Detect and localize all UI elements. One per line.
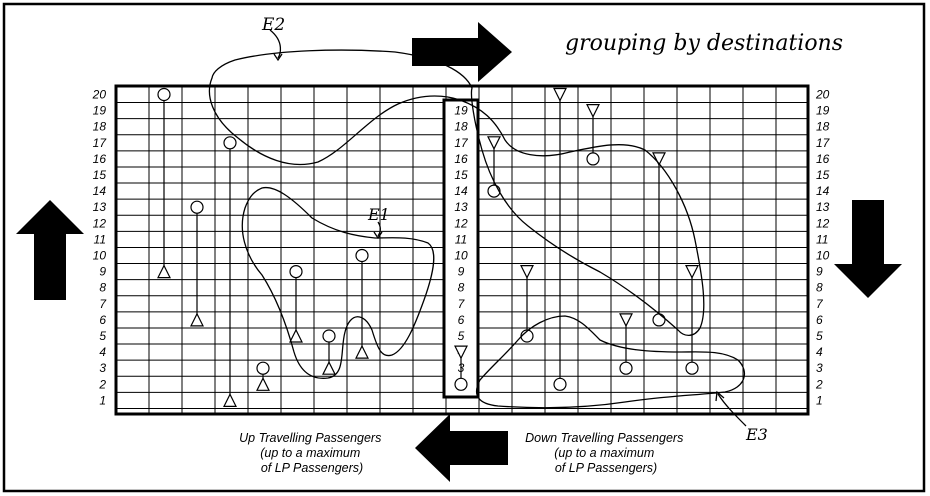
floor-label: 19 — [93, 104, 107, 118]
up-caption-line-1: Up Travelling Passengers — [239, 431, 381, 445]
floor-label: 15 — [816, 168, 830, 182]
floor-label: 11 — [816, 232, 828, 246]
floor-label: 9 — [458, 265, 465, 279]
origin-marker — [488, 185, 500, 197]
floor-label: 9 — [816, 265, 823, 279]
floor-label: 1 — [816, 393, 823, 407]
origin-marker — [158, 89, 170, 101]
floor-label: 12 — [93, 216, 107, 230]
floor-label: 5 — [816, 329, 823, 343]
floor-label: 17 — [454, 136, 469, 150]
floor-label: 11 — [94, 232, 106, 246]
floor-label: 10 — [816, 249, 830, 263]
floor-label: 11 — [455, 232, 467, 246]
up-passengers-caption: Up Travelling Passengers (up to a maximu… — [239, 431, 385, 475]
origin-marker — [653, 314, 665, 326]
floor-label: 4 — [816, 345, 823, 359]
floor-label: 6 — [99, 313, 106, 327]
floor-label: 15 — [454, 168, 468, 182]
floor-label: 8 — [458, 281, 465, 295]
floor-label: 10 — [93, 249, 107, 263]
floor-label: 19 — [454, 104, 468, 118]
origin-marker — [191, 201, 203, 213]
grouping-title: grouping by destinations — [565, 31, 843, 56]
floor-label: 14 — [816, 184, 830, 198]
floor-label: 6 — [458, 313, 465, 327]
floor-label: 15 — [93, 168, 107, 182]
floor-label: 20 — [815, 88, 830, 102]
floor-label: 16 — [816, 152, 830, 166]
floor-label: 12 — [816, 216, 830, 230]
group-e2-label: E2 — [261, 15, 285, 35]
floor-label: 13 — [454, 200, 468, 214]
origin-marker — [257, 362, 269, 374]
floor-label: 5 — [99, 329, 106, 343]
floor-label: 13 — [93, 200, 107, 214]
floor-label: 14 — [454, 184, 468, 198]
floor-label: 19 — [816, 104, 830, 118]
origin-marker — [356, 250, 368, 262]
floor-label: 2 — [98, 377, 106, 391]
floor-label: 9 — [99, 265, 106, 279]
floor-label: 2 — [815, 377, 823, 391]
group-e1-label: E1 — [367, 205, 390, 224]
floor-label: 16 — [454, 152, 468, 166]
floor-label: 16 — [93, 152, 107, 166]
floor-label: 17 — [816, 136, 831, 150]
floor-label: 1 — [99, 393, 106, 407]
up-caption-line-2: (up to a maximum — [260, 446, 360, 460]
floor-label: 10 — [454, 249, 468, 263]
down-caption-line-2: (up to a maximum — [554, 446, 654, 460]
floor-label: 17 — [93, 136, 108, 150]
floor-label: 20 — [92, 88, 107, 102]
floor-label: 4 — [99, 345, 106, 359]
origin-marker — [290, 266, 302, 278]
down-caption-line-3: of LP Passengers) — [555, 461, 657, 475]
origin-marker — [686, 362, 698, 374]
floor-label: 13 — [816, 200, 830, 214]
down-caption-line-1: Down Travelling Passengers — [525, 431, 683, 445]
floor-label: 12 — [454, 216, 468, 230]
origin-marker — [323, 330, 335, 342]
floor-label: 5 — [458, 329, 465, 343]
floor-label: 14 — [93, 184, 107, 198]
origin-marker — [587, 153, 599, 165]
floor-label: 18 — [816, 120, 830, 134]
up-caption-line-3: of LP Passengers) — [261, 461, 363, 475]
floor-label: 18 — [454, 120, 468, 134]
origin-marker — [455, 378, 467, 390]
origin-marker — [620, 362, 632, 374]
floor-label: 6 — [816, 313, 823, 327]
floor-label: 18 — [93, 120, 107, 134]
floor-label: 3 — [99, 361, 106, 375]
floor-label: 3 — [816, 361, 823, 375]
origin-marker — [224, 137, 236, 149]
group-e3-label: E3 — [745, 425, 768, 444]
floor-label: 8 — [816, 281, 823, 295]
origin-marker — [554, 378, 566, 390]
floor-label: 8 — [99, 281, 106, 295]
